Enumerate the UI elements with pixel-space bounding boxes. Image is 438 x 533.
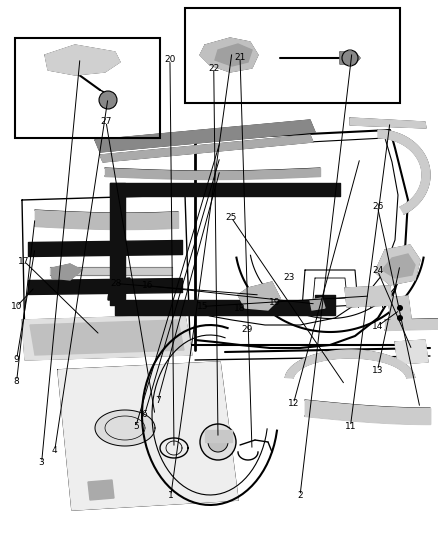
Polygon shape bbox=[395, 340, 428, 364]
Polygon shape bbox=[388, 296, 412, 327]
Polygon shape bbox=[52, 264, 82, 280]
Text: 19: 19 bbox=[269, 298, 281, 307]
Text: 14: 14 bbox=[372, 322, 383, 330]
Text: 26: 26 bbox=[372, 203, 383, 211]
Circle shape bbox=[99, 91, 117, 109]
Polygon shape bbox=[382, 254, 415, 278]
Polygon shape bbox=[378, 130, 430, 214]
Bar bbox=[185, 8, 400, 103]
Text: 4: 4 bbox=[52, 446, 57, 455]
Text: 6: 6 bbox=[141, 410, 148, 419]
Polygon shape bbox=[95, 410, 155, 446]
Circle shape bbox=[200, 424, 236, 460]
Text: 11: 11 bbox=[345, 422, 356, 431]
Polygon shape bbox=[45, 45, 120, 75]
Text: 23: 23 bbox=[283, 273, 295, 281]
Polygon shape bbox=[100, 135, 313, 162]
Polygon shape bbox=[285, 350, 415, 378]
Polygon shape bbox=[30, 320, 184, 355]
Polygon shape bbox=[95, 120, 315, 152]
Text: 5: 5 bbox=[133, 422, 139, 431]
Polygon shape bbox=[205, 430, 232, 442]
Text: 17: 17 bbox=[18, 257, 30, 265]
Text: 16: 16 bbox=[142, 281, 154, 290]
Text: 7: 7 bbox=[155, 397, 161, 405]
Polygon shape bbox=[345, 286, 392, 307]
Text: 15: 15 bbox=[197, 302, 208, 311]
Text: 9: 9 bbox=[14, 355, 20, 364]
Text: 2: 2 bbox=[297, 491, 303, 500]
Polygon shape bbox=[310, 298, 325, 310]
Text: 25: 25 bbox=[226, 213, 237, 222]
Text: 24: 24 bbox=[372, 266, 383, 275]
Polygon shape bbox=[22, 315, 192, 360]
Text: 3: 3 bbox=[39, 458, 45, 467]
Text: 10: 10 bbox=[11, 302, 22, 311]
Text: 12: 12 bbox=[288, 399, 299, 408]
Text: 1: 1 bbox=[168, 491, 174, 500]
Circle shape bbox=[397, 315, 403, 321]
Polygon shape bbox=[200, 38, 258, 72]
Text: 20: 20 bbox=[164, 55, 176, 64]
Polygon shape bbox=[238, 282, 280, 310]
Polygon shape bbox=[108, 278, 130, 300]
Text: 29: 29 bbox=[242, 325, 253, 334]
Circle shape bbox=[397, 305, 403, 311]
Polygon shape bbox=[88, 480, 114, 500]
Text: 21: 21 bbox=[234, 53, 246, 61]
Circle shape bbox=[208, 432, 228, 452]
Bar bbox=[15, 38, 160, 138]
Text: 8: 8 bbox=[14, 377, 20, 385]
Text: 13: 13 bbox=[372, 366, 383, 375]
Polygon shape bbox=[340, 52, 360, 64]
Polygon shape bbox=[215, 44, 252, 66]
Polygon shape bbox=[58, 362, 238, 510]
Text: 22: 22 bbox=[208, 64, 219, 72]
Polygon shape bbox=[350, 118, 426, 128]
Text: 27: 27 bbox=[100, 117, 112, 126]
Text: 18: 18 bbox=[234, 304, 246, 312]
Text: 28: 28 bbox=[110, 279, 122, 288]
Polygon shape bbox=[375, 245, 420, 285]
